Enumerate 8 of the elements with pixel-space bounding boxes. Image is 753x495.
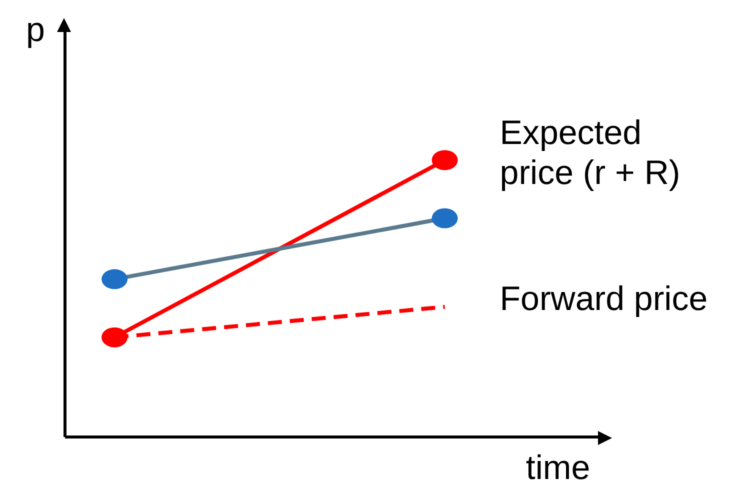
point <box>102 327 128 348</box>
y-axis-title: p <box>26 11 45 49</box>
point <box>102 269 128 290</box>
x-axis-title: time <box>526 449 590 487</box>
series-label: Forward price <box>500 280 708 318</box>
point <box>432 208 458 228</box>
series-label: Expected price (r + R) <box>500 114 680 192</box>
point <box>432 150 458 170</box>
